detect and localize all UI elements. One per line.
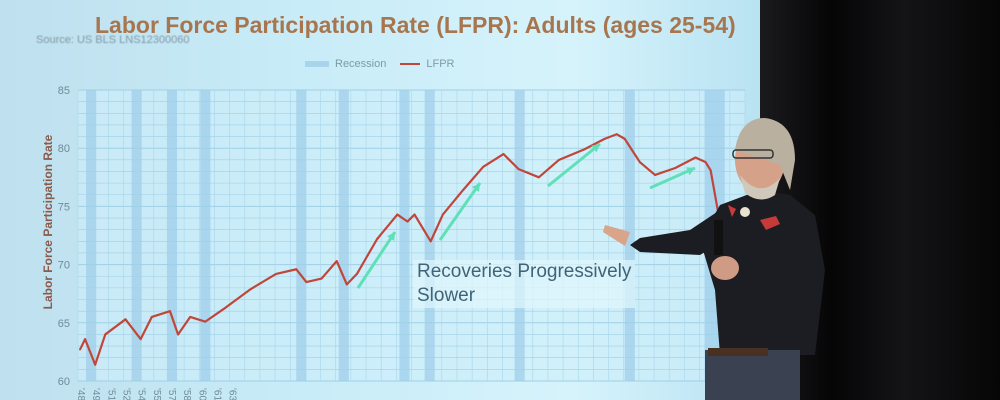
recession-band — [399, 90, 410, 381]
chart-legend: Recession LFPR — [305, 58, 454, 70]
lfpr-point — [704, 161, 707, 164]
recovery-arrow — [547, 142, 601, 188]
lfpr-point — [79, 348, 81, 351]
recovery-arrowhead — [387, 232, 395, 241]
recovery-arrowhead — [686, 167, 695, 176]
recession-band — [166, 90, 178, 381]
x-tick-label: '57 — [166, 388, 177, 400]
lfpr-point — [189, 316, 192, 318]
lfpr-point — [603, 137, 606, 140]
lfpr-point — [441, 213, 444, 216]
lfpr-point — [615, 133, 618, 136]
lfpr-point — [94, 363, 97, 366]
lfpr-point — [482, 165, 485, 168]
lfpr-point — [623, 137, 626, 140]
x-tick-label: '51 — [105, 388, 116, 400]
lfpr-point — [638, 161, 641, 164]
chart-source: Source: US BLS LNS12300060 — [36, 34, 190, 46]
recovery-arrow — [438, 182, 482, 241]
lfpr-point — [335, 260, 338, 263]
lfpr-point — [249, 288, 252, 290]
y-tick-label: 80 — [58, 143, 70, 155]
lfpr-point — [462, 189, 464, 192]
lfpr-point — [139, 338, 142, 340]
lfpr-point — [558, 158, 560, 161]
y-tick-label: 70 — [58, 260, 70, 272]
recovery-arrow — [649, 166, 696, 190]
x-tick-label: '55 — [151, 388, 162, 400]
lfpr-point — [345, 283, 348, 286]
annotation: Recoveries Progressively Slower — [413, 260, 636, 308]
recovery-arrowhead — [471, 183, 480, 192]
x-tick-label: '48 — [75, 388, 86, 400]
recovery-arrowhead — [591, 144, 600, 153]
legend-lfpr-swatch — [400, 63, 421, 65]
x-tick-label: '49 — [90, 388, 101, 400]
recession-band — [624, 90, 635, 381]
x-tick-label: '52 — [120, 388, 131, 400]
recession-band — [514, 90, 525, 381]
lfpr-point — [406, 220, 409, 223]
x-tick-label: '60 — [196, 388, 207, 400]
annotation-line-2: Slower — [417, 285, 476, 306]
recession-band — [200, 90, 211, 381]
legend-lfpr-label: LFPR — [426, 58, 455, 70]
x-tick-label: '54 — [136, 388, 147, 400]
recession-band — [338, 90, 349, 381]
lfpr-point — [84, 338, 86, 340]
y-tick-label: 75 — [58, 201, 70, 213]
x-tick-label: '63 — [227, 388, 238, 400]
lfpr-point — [376, 238, 379, 240]
recovery-arrow — [356, 231, 397, 289]
lfpr-point — [517, 168, 520, 171]
x-tick-label: '58 — [181, 388, 192, 400]
lfpr-point — [413, 213, 416, 216]
recession-band — [296, 90, 307, 381]
lfpr-point — [320, 277, 323, 280]
lfpr-point — [177, 333, 179, 336]
lfpr-point — [275, 273, 277, 275]
lfpr-chart: 60 65 70 75 80 85 '48 '49 '51 '52 '54 '55 '57 '58 '60 '… — [58, 85, 746, 400]
lfpr-point — [583, 148, 586, 151]
lfpr-point — [674, 167, 677, 169]
presenter-figure — [603, 118, 825, 400]
recession-band — [131, 90, 142, 381]
lfpr-point — [104, 333, 107, 336]
lfpr-point — [654, 174, 656, 176]
annotation-line-1: Recoveries Progressively — [417, 261, 632, 282]
lfpr-point — [224, 306, 227, 309]
lfpr-point — [709, 169, 712, 172]
lfpr-point — [356, 273, 358, 275]
lfpr-point — [124, 318, 127, 321]
chart-title: Labor Force Participation Rate (LFPR): A… — [95, 12, 736, 38]
lfpr-point — [537, 176, 540, 179]
recession-band — [424, 90, 435, 381]
recession-band — [86, 90, 97, 381]
y-tick-label: 60 — [58, 376, 70, 388]
legend-recession-label: Recession — [335, 58, 387, 70]
y-tick-label: 85 — [58, 85, 70, 97]
lfpr-point — [169, 310, 171, 313]
lfpr-point — [429, 240, 432, 243]
y-tick-label: 65 — [58, 318, 70, 330]
lfpr-point — [204, 320, 207, 323]
lfpr-point — [502, 153, 505, 155]
lfpr-point — [295, 268, 298, 271]
x-tick-label: '61 — [211, 388, 222, 400]
lfpr-point — [150, 316, 153, 318]
lfpr-point — [305, 281, 308, 283]
lfpr-point — [694, 156, 697, 159]
lfpr-point — [396, 213, 399, 216]
legend-recession-swatch — [305, 61, 329, 67]
